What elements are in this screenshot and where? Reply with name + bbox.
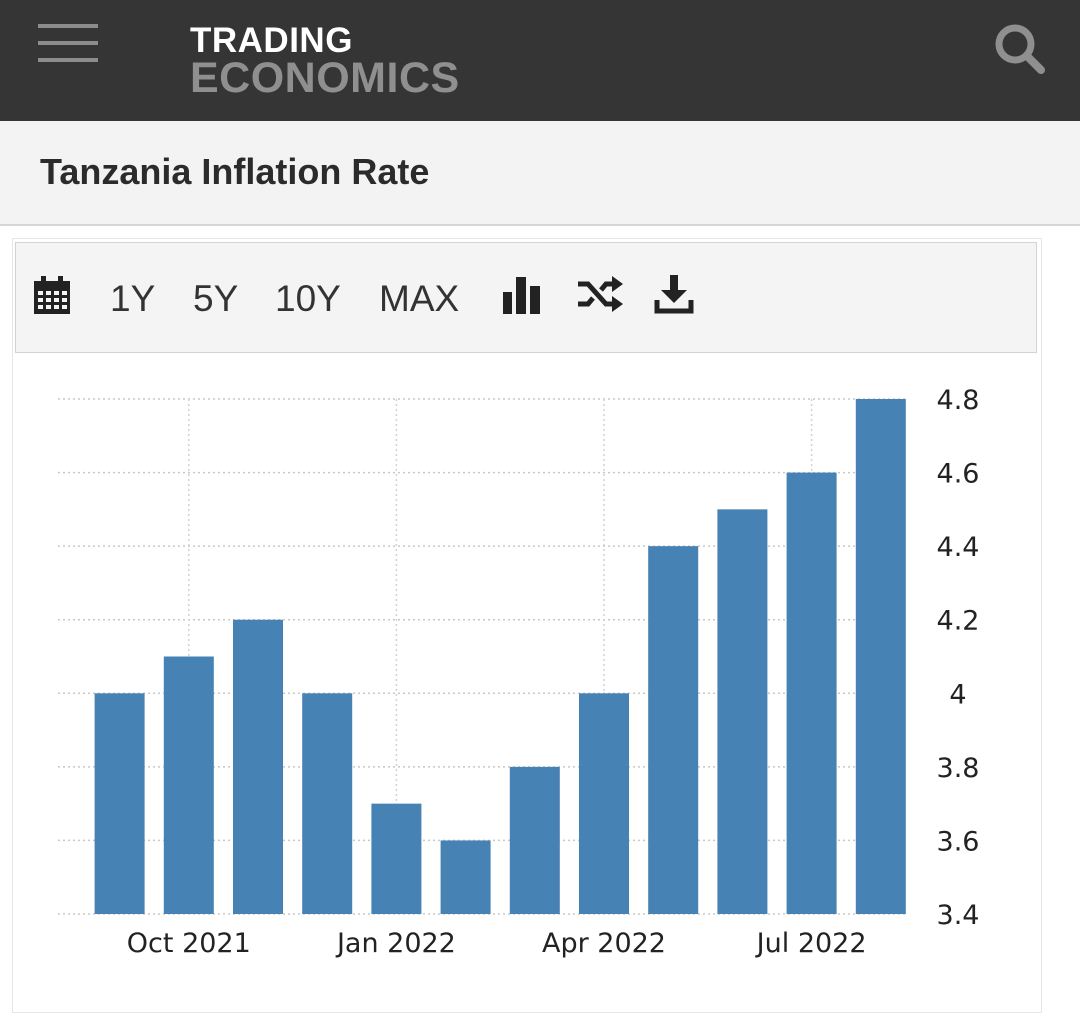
bar-may-2022	[648, 546, 699, 914]
range-5y-button[interactable]: 5Y	[193, 278, 239, 319]
y-tick-label: 4.2	[937, 606, 980, 637]
logo-line-economics: ECONOMICS	[190, 54, 460, 102]
y-tick-label: 4.6	[937, 459, 980, 490]
y-tick-label: 4.4	[937, 532, 980, 563]
bar-dec-2021	[302, 693, 353, 914]
bar-mar-2022	[509, 766, 560, 914]
bar-jul-2022	[786, 472, 837, 914]
y-tick-label: 3.6	[937, 826, 980, 857]
bar-apr-2022	[579, 693, 629, 914]
shuffle-icon[interactable]	[576, 275, 624, 318]
bar-aug-2022	[855, 399, 906, 914]
bar-sep-2021	[94, 693, 145, 914]
bar-nov-2021	[233, 619, 283, 914]
trading-economics-logo[interactable]: TRADING ECONOMICS	[190, 21, 460, 102]
x-tick-label: Jan 2022	[335, 928, 456, 959]
bar-feb-2022	[440, 840, 491, 914]
chart-toolbar: 1Y 5Y 10Y MAX	[15, 242, 1037, 353]
page-title: Tanzania Inflation Rate	[40, 151, 430, 192]
x-tick-label: Jul 2022	[755, 928, 867, 959]
y-tick-label: 4.8	[937, 385, 980, 416]
logo-line-trading: TRADING	[190, 21, 353, 60]
bar-jun-2022	[717, 509, 768, 914]
bar-chart-icon[interactable]	[502, 276, 542, 319]
bar-oct-2021	[163, 656, 214, 914]
search-icon[interactable]	[990, 20, 1050, 76]
calendar-icon[interactable]	[33, 275, 71, 320]
download-icon[interactable]	[654, 274, 694, 319]
x-tick-label: Oct 2021	[127, 928, 251, 959]
top-navigation-bar: TRADING ECONOMICS	[0, 0, 1080, 121]
range-1y-button[interactable]: 1Y	[110, 278, 156, 319]
hamburger-menu-icon[interactable]	[38, 24, 98, 64]
range-max-button[interactable]: MAX	[379, 278, 460, 319]
y-tick-label: 3.4	[937, 900, 980, 931]
page-title-bar: Tanzania Inflation Rate	[0, 121, 1080, 226]
y-tick-label: 3.8	[937, 753, 980, 784]
y-tick-label: 4	[949, 679, 966, 710]
x-tick-label: Apr 2022	[542, 928, 666, 959]
bar-jan-2022	[371, 803, 422, 914]
range-10y-button[interactable]: 10Y	[275, 278, 341, 319]
